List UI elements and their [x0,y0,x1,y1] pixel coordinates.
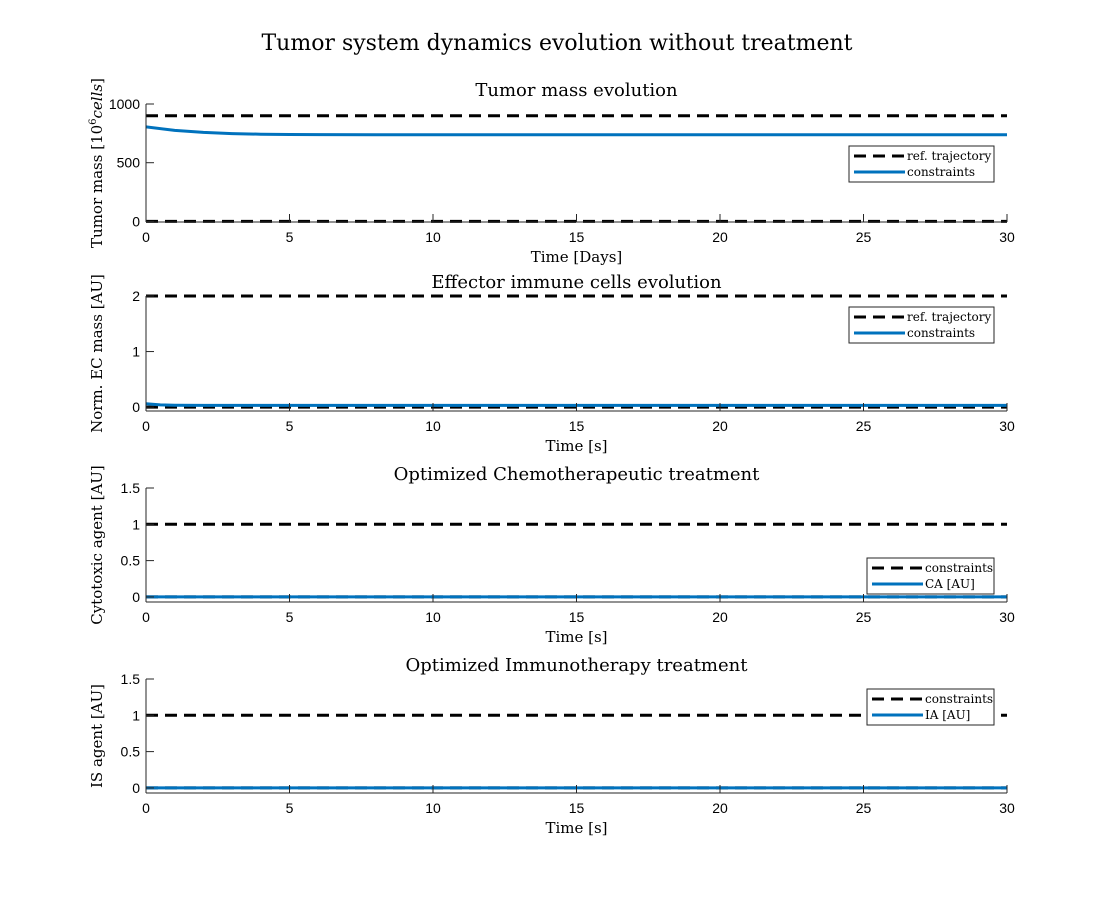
subplot-title: Optimized Immunotherapy treatment [406,655,749,676]
subplot-title: Optimized Chemotherapeutic treatment [394,464,761,485]
y-tick-label: 500 [117,155,141,171]
legend: ref. trajectory constraints [848,306,995,344]
legend-label: ref. trajectory [907,310,992,324]
x-tick-label: 15 [569,229,585,245]
legend-label: constraints [907,165,975,179]
legend-label: ref. trajectory [907,149,992,163]
subplot-title: Tumor mass evolution [475,80,678,101]
y-tick-label: 0 [132,780,140,796]
x-tick-label: 5 [286,229,294,245]
x-axis-label: Time [Days] [531,248,623,266]
x-tick-label: 15 [569,418,585,434]
y-tick-label: 1 [132,344,140,360]
x-tick-label: 10 [425,229,441,245]
x-tick-label: 20 [712,418,728,434]
x-tick-label: 30 [999,800,1015,816]
x-tick-label: 20 [712,609,728,625]
figure-title: Tumor system dynamics evolution without … [261,31,852,56]
y-tick-label: 2 [132,288,140,304]
legend: ref. trajectory constraints [848,145,995,183]
solid-series-line-2 [146,402,1007,407]
y-tick-label: 0.5 [121,744,141,760]
legend-label: constraints [925,561,993,575]
x-tick-label: 25 [856,609,872,625]
x-tick-label: 0 [142,418,150,434]
x-tick-label: 20 [712,800,728,816]
x-axis-label: Time [s] [545,819,607,837]
legend-box [848,306,995,344]
x-tick-label: 30 [999,229,1015,245]
y-tick-label: 1 [132,516,140,532]
legend-label: IA [AU] [925,708,970,722]
y-tick-label: 1.5 [121,480,141,496]
y-tick-label: 0 [132,399,140,415]
x-tick-label: 0 [142,229,150,245]
x-tick-label: 5 [286,800,294,816]
y-tick-label: 1000 [109,96,140,112]
y-tick-label: 0 [132,589,140,605]
x-tick-label: 15 [569,800,585,816]
y-axis-label: IS agent [AU] [88,684,106,788]
y-tick-label: 0.5 [121,553,141,569]
y-tick-label: 1 [132,707,140,723]
x-tick-label: 15 [569,609,585,625]
subplot-1: Tumor mass evolution 0 5 10 15 20 25 30 0 500 1000… [88,78,1015,266]
legend-label: constraints [907,326,975,340]
legend: constraints IA [AU] [866,688,995,726]
x-tick-label: 30 [999,418,1015,434]
legend-box [866,557,995,595]
y-axis-label: Cytotoxic agent [AU] [88,465,106,625]
x-tick-label: 10 [425,609,441,625]
x-axis-label: Time [s] [545,437,607,455]
legend-box [866,688,995,726]
x-axis-label: Time [s] [545,628,607,646]
y-axis-label: Tumor mass [106cells] [88,78,106,248]
x-tick-label: 0 [142,800,150,816]
solid-series-line-2 [146,125,1007,137]
x-tick-label: 10 [425,418,441,434]
y-axis-label: Norm. EC mass [AU] [88,274,106,433]
y-tick-label: 0 [132,213,140,229]
x-tick-label: 30 [999,609,1015,625]
x-tick-label: 0 [142,609,150,625]
legend-label: constraints [925,692,993,706]
x-tick-label: 25 [856,418,872,434]
legend-box [848,145,995,183]
y-tick-label: 1.5 [121,671,141,687]
x-tick-label: 25 [856,800,872,816]
legend: constraints CA [AU] [866,557,995,595]
x-tick-label: 5 [286,609,294,625]
x-tick-label: 10 [425,800,441,816]
subplot-title: Effector immune cells evolution [431,272,722,293]
legend-label: CA [AU] [925,577,975,591]
x-tick-label: 20 [712,229,728,245]
x-tick-label: 25 [856,229,872,245]
x-tick-label: 5 [286,418,294,434]
